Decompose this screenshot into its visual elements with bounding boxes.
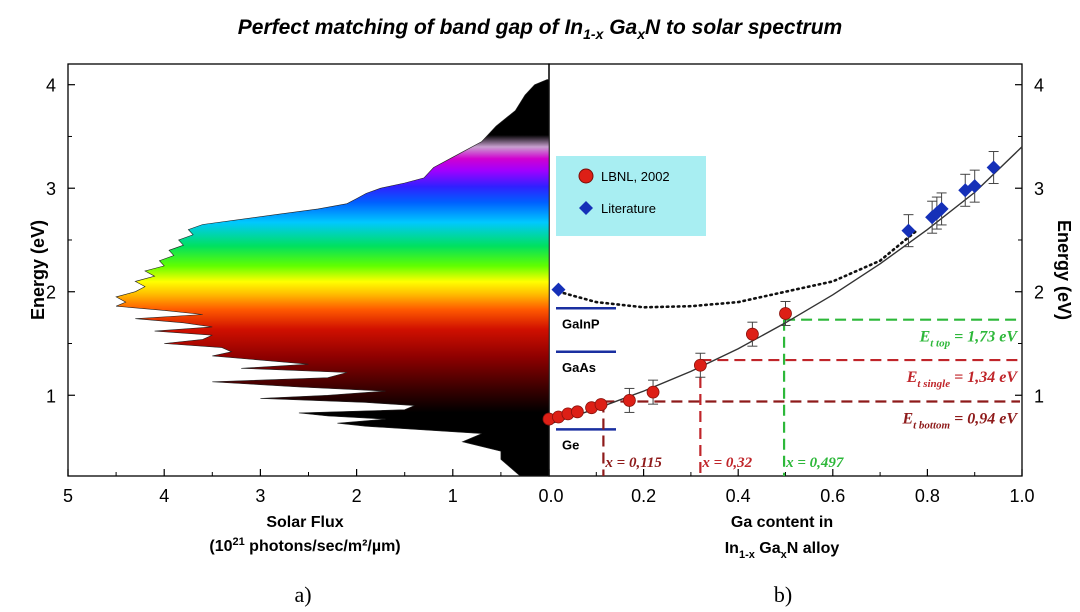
left-x-tick-label: 0.0 [538, 486, 563, 506]
left-x-tick-label: 1 [448, 486, 458, 506]
right-y-tick-label: 2 [1034, 283, 1044, 303]
right-x-tick-label: 1.0 [1009, 486, 1034, 506]
left-x-tick-label: 5 [63, 486, 73, 506]
data-point-lbnl [693, 358, 707, 372]
left-x-tick-label: 4 [159, 486, 169, 506]
annotation-x-value: x = 0,497 [785, 455, 844, 471]
annotation-e-top: Et top = 1,73 eV [919, 329, 1019, 350]
annotation-e-single: Et single = 1,34 eV [906, 369, 1019, 390]
data-point-lbnl [745, 327, 759, 341]
data-point-lbnl [594, 398, 608, 411]
right-y-axis-label: Energy (eV) [1054, 220, 1074, 320]
data-point-lbnl [646, 385, 660, 399]
left-x-tick-label: 3 [255, 486, 265, 506]
left-y-tick-label: 3 [46, 179, 56, 199]
data-point-literature [551, 282, 566, 297]
right-x-axis-label-line1: Ga content in [731, 514, 833, 531]
left-y-axis-label: Energy (eV) [28, 220, 48, 320]
material-label: Ge [562, 437, 579, 452]
right-x-tick-label: 0.6 [820, 486, 845, 506]
data-point-literature [901, 223, 916, 238]
annotation-e-bottom: Et bottom = 0,94 eV [901, 410, 1018, 431]
annotation-x-value: x = 0,32 [701, 455, 752, 471]
panel-label-a: a) [294, 582, 311, 607]
data-point-lbnl [570, 405, 584, 419]
legend-marker-lbnl [578, 168, 594, 184]
data-point-literature [967, 179, 982, 194]
plot-layer: GaInP GaAs Ge Et top = 1,73 eV Et single = 1… [542, 146, 1023, 476]
chart-title: Perfect matching of band gap of In1-x Ga… [238, 16, 842, 42]
legend: LBNL, 2002 Literature [556, 156, 706, 236]
panel-label-b: b) [774, 582, 792, 607]
material-label: GaInP [562, 316, 600, 331]
right-y-tick-label: 4 [1034, 76, 1044, 96]
right-y-tick-label: 3 [1034, 179, 1044, 199]
left-y-tick-label: 4 [46, 76, 56, 96]
right-x-tick-label: 0.8 [915, 486, 940, 506]
axes: 1 1 2 2 3 3 4 4 5 4 3 2 1 0.0 0.2 0.4 0.6 0.8 1.0 [46, 63, 1044, 506]
annotation-x-value: x = 0,115 [604, 455, 662, 471]
left-y-tick-label: 1 [46, 386, 56, 406]
legend-label-lbnl: LBNL, 2002 [601, 169, 670, 184]
bowing-curve [557, 228, 920, 309]
data-point-literature [934, 201, 949, 216]
data-point-lbnl [779, 307, 792, 320]
legend-box [556, 156, 706, 236]
solar-spectrum-area [115, 79, 550, 477]
data-point-lbnl [623, 394, 636, 407]
right-x-tick-label: 0.2 [631, 486, 656, 506]
data-point-literature [986, 160, 1001, 175]
left-x-tick-label: 2 [352, 486, 362, 506]
left-y-tick-label: 2 [46, 283, 56, 303]
legend-marker-literature [579, 201, 593, 215]
legend-label-literature: Literature [601, 201, 656, 216]
right-x-axis-label-line2: In1-x GaxN alloy [725, 540, 840, 561]
right-x-tick-label: 0.4 [726, 486, 751, 506]
right-y-tick-label: 1 [1034, 386, 1044, 406]
left-x-axis-label-line1: Solar Flux [266, 514, 343, 531]
material-label: GaAs [562, 360, 596, 375]
left-x-axis-label-line2: (1021 photons/sec/m²/µm) [209, 536, 400, 555]
